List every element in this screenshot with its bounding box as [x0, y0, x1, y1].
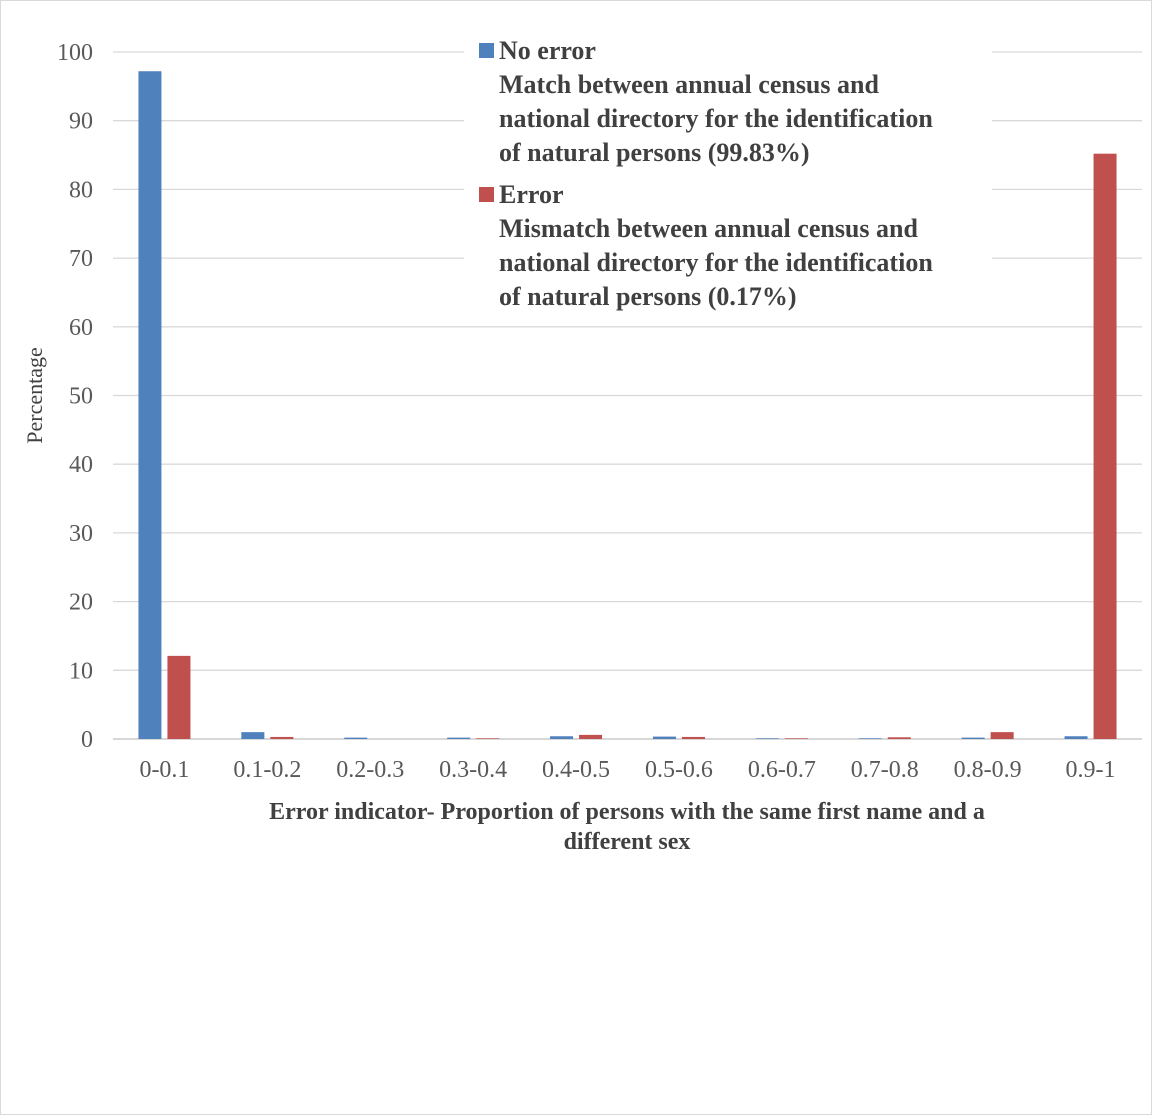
bar-error [681, 736, 705, 739]
y-tick-label: 50 [69, 384, 93, 410]
legend-description-line: Mismatch between annual census and [499, 214, 918, 243]
bar-no-error [858, 738, 882, 739]
y-axis-ticks: 0 10 20 30 40 50 60 70 80 90 100 [57, 40, 93, 753]
bar-error [270, 736, 294, 739]
legend-description-line: national directory for the identificatio… [499, 248, 933, 277]
y-tick-label: 100 [57, 40, 93, 66]
bar-no-error [961, 737, 985, 739]
y-tick-label: 60 [69, 315, 93, 341]
y-tick-label: 70 [69, 246, 93, 272]
x-tick-label: 0.4-0.5 [542, 757, 610, 783]
y-tick-label: 40 [69, 452, 93, 478]
legend-description-line: national directory for the identificatio… [499, 104, 933, 133]
x-tick-label: 0.5-0.6 [645, 757, 713, 783]
legend: No error Match between annual census and n… [464, 31, 992, 326]
bar-no-error [138, 71, 162, 739]
legend-description-line: Match between annual census and [499, 70, 879, 99]
legend-description-line: of natural persons (99.83%) [499, 138, 810, 167]
x-axis-title-line: Error indicator- Proportion of persons w… [269, 799, 985, 825]
bar-error [887, 737, 911, 739]
x-axis-title-line: different sex [564, 829, 691, 855]
legend-swatch-no-error [479, 43, 494, 58]
bar-no-error [241, 732, 265, 739]
bar-no-error [1064, 736, 1088, 739]
bar-no-error [447, 737, 471, 739]
legend-series-name: Error [499, 180, 564, 209]
y-tick-label: 20 [69, 590, 93, 616]
bar-no-error [755, 738, 779, 739]
x-tick-label: 0.1-0.2 [233, 757, 301, 783]
bar-error [167, 655, 191, 739]
bar-error [784, 738, 808, 739]
x-tick-label: 0.2-0.3 [336, 757, 404, 783]
y-axis-title: Percentage [22, 347, 47, 444]
y-tick-label: 80 [69, 177, 93, 203]
x-axis-ticks: 0-0.1 0.1-0.2 0.2-0.3 0.3-0.4 0.4-0.5 0.5-0.6… [139, 757, 1115, 783]
bar-error [476, 738, 500, 739]
bar-error [990, 732, 1014, 739]
y-tick-label: 30 [69, 521, 93, 547]
y-tick-label: 0 [81, 727, 93, 753]
legend-series-name: No error [499, 36, 596, 65]
bar-no-error [550, 736, 574, 739]
x-tick-label: 0.3-0.4 [439, 757, 507, 783]
bars [138, 71, 1117, 739]
bar-no-error [344, 737, 368, 739]
bar-error [1093, 153, 1117, 739]
y-tick-label: 10 [69, 658, 93, 684]
bar-error [579, 734, 603, 739]
x-tick-label: 0.6-0.7 [748, 757, 816, 783]
x-tick-label: 0-0.1 [139, 757, 189, 783]
bar-no-error [652, 736, 676, 739]
legend-background [464, 31, 992, 326]
x-tick-label: 0.8-0.9 [954, 757, 1022, 783]
x-tick-label: 0.9-1 [1066, 757, 1116, 783]
legend-swatch-error [479, 187, 494, 202]
x-axis-title: Error indicator- Proportion of persons w… [269, 799, 985, 855]
legend-description-line: of natural persons (0.17%) [499, 282, 797, 311]
x-tick-label: 0.7-0.8 [851, 757, 919, 783]
y-tick-label: 90 [69, 109, 93, 135]
